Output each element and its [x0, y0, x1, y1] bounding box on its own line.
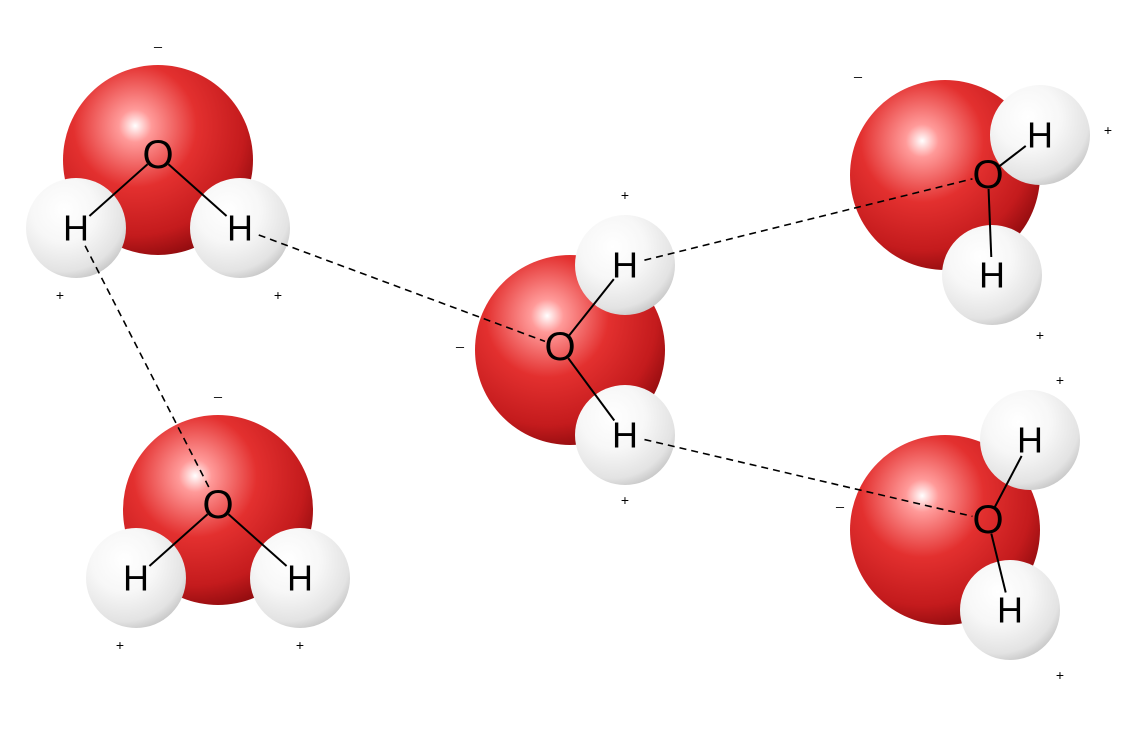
oxygen-label: O	[544, 325, 575, 369]
plus-charge: +	[296, 637, 304, 653]
molecule-diagram: OHH_++OHH_++OHH_++OHH_++OHH_++	[0, 0, 1140, 730]
plus-charge: +	[1036, 327, 1044, 343]
plus-charge: +	[1104, 122, 1112, 138]
hydrogen-label: H	[1017, 420, 1043, 461]
oxygen-label: O	[972, 498, 1003, 542]
minus-charge: _	[213, 382, 222, 398]
hydrogen-label: H	[63, 208, 89, 249]
plus-charge: +	[1056, 667, 1064, 683]
plus-charge: +	[1056, 372, 1064, 388]
oxygen-label: O	[142, 133, 173, 177]
minus-charge: _	[835, 492, 844, 508]
plus-charge: +	[56, 287, 64, 303]
hydrogen-label: H	[612, 245, 638, 286]
minus-charge: _	[853, 62, 862, 78]
plus-charge: +	[621, 492, 629, 508]
hydrogen-label: H	[227, 208, 253, 249]
minus-charge: _	[153, 32, 162, 48]
hydrogen-label: H	[287, 558, 313, 599]
plus-charge: +	[621, 187, 629, 203]
minus-charge: _	[455, 332, 464, 348]
plus-charge: +	[116, 637, 124, 653]
hydrogen-label: H	[1027, 115, 1053, 156]
hydrogen-label: H	[123, 558, 149, 599]
oxygen-label: O	[202, 483, 233, 527]
hydrogen-label: H	[997, 590, 1023, 631]
hydrogen-label: H	[612, 415, 638, 456]
oxygen-label: O	[972, 153, 1003, 197]
hydrogen-label: H	[979, 255, 1005, 296]
plus-charge: +	[274, 287, 282, 303]
